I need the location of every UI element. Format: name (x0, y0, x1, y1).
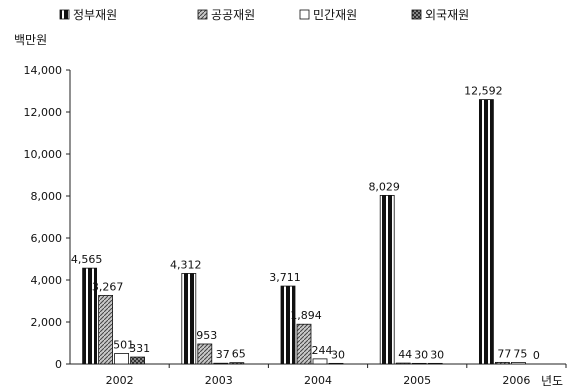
data-label: 65 (232, 348, 246, 361)
data-label: 331 (129, 342, 150, 355)
y-tick-label: 8,000 (31, 190, 63, 203)
bar-2002-series-3 (114, 353, 129, 365)
data-label: 3,711 (269, 271, 301, 284)
data-label: 1,894 (290, 309, 322, 322)
bar-2005-series-4 (427, 362, 443, 365)
bars (82, 99, 526, 365)
bar-2002-series-4 (130, 356, 146, 365)
bar-2003-series-2 (197, 343, 213, 365)
bar-2004-series-4 (328, 362, 344, 365)
bar-2006-series-1 (478, 99, 494, 365)
x-tick-label: 2004 (304, 374, 332, 387)
data-label: 0 (533, 349, 540, 362)
bar-2004-series-1 (280, 285, 296, 365)
legend-swatch (197, 9, 208, 20)
data-label: 75 (513, 347, 527, 360)
bar-2006-series-3 (510, 362, 526, 365)
y-axis-unit-label: 백만원 (14, 33, 47, 47)
data-label: 501 (113, 338, 134, 351)
bar-2005-series-3 (411, 362, 427, 365)
legend-label: 민간재원 (313, 8, 357, 22)
y-tick-label: 12,000 (24, 106, 63, 119)
y-tick-label: 0 (55, 358, 62, 371)
bar-2003-series-1 (181, 273, 197, 365)
bar-2006-series-2 (494, 361, 510, 365)
data-label: 8,029 (368, 180, 400, 193)
legend-label: 정부재원 (73, 8, 117, 22)
data-label: 3,267 (92, 280, 124, 293)
legend-swatch (59, 9, 70, 20)
y-axis: 0 2,000 4,000 6,000 8,000 10,000 12,000 14,000 (24, 64, 71, 371)
bar-2002-series-1 (82, 267, 97, 365)
bar-2004-series-3 (312, 358, 328, 365)
data-labels: 4,565 4,312 3,711 8,029 12,592 3,267 953 1,894 4… (71, 85, 540, 362)
x-tick-label: 2005 (403, 374, 431, 387)
bar-2004-series-2 (296, 323, 312, 365)
bar-2005-series-1 (379, 194, 395, 365)
data-label: 77 (497, 347, 511, 360)
data-label: 30 (331, 348, 345, 361)
data-label: 4,312 (170, 258, 202, 271)
y-tick-label: 10,000 (24, 148, 63, 161)
bar-2003-series-3 (213, 362, 229, 365)
legend-swatch (299, 9, 310, 20)
x-tick-label: 2003 (205, 374, 233, 387)
bar-2005-series-2 (395, 362, 411, 365)
data-label: 244 (312, 344, 333, 357)
data-label: 12,592 (464, 85, 503, 98)
legend: 정부재원 공공재원 민간재원 외국재원 (59, 8, 469, 22)
bar-2003-series-4 (229, 362, 245, 365)
y-tick-label: 14,000 (24, 64, 63, 77)
y-tick-label: 4,000 (31, 274, 63, 287)
legend-label: 공공재원 (211, 8, 255, 22)
data-label: 30 (414, 348, 428, 361)
data-label: 30 (430, 348, 444, 361)
y-tick-label: 2,000 (31, 316, 63, 329)
data-label: 4,565 (71, 253, 103, 266)
x-tick-label: 2002 (106, 374, 134, 387)
x-axis-unit-label: 년도 (541, 374, 563, 388)
x-axis: 2002 2003 2004 2005 2006 (70, 363, 567, 387)
x-tick-label: 2006 (502, 374, 530, 387)
legend-swatch (411, 9, 422, 20)
y-tick-label: 6,000 (31, 232, 63, 245)
data-label: 44 (398, 348, 412, 361)
data-label: 37 (216, 348, 230, 361)
data-label: 953 (196, 329, 217, 342)
bar-2002-series-2 (98, 294, 113, 365)
legend-label: 외국재원 (425, 8, 469, 22)
